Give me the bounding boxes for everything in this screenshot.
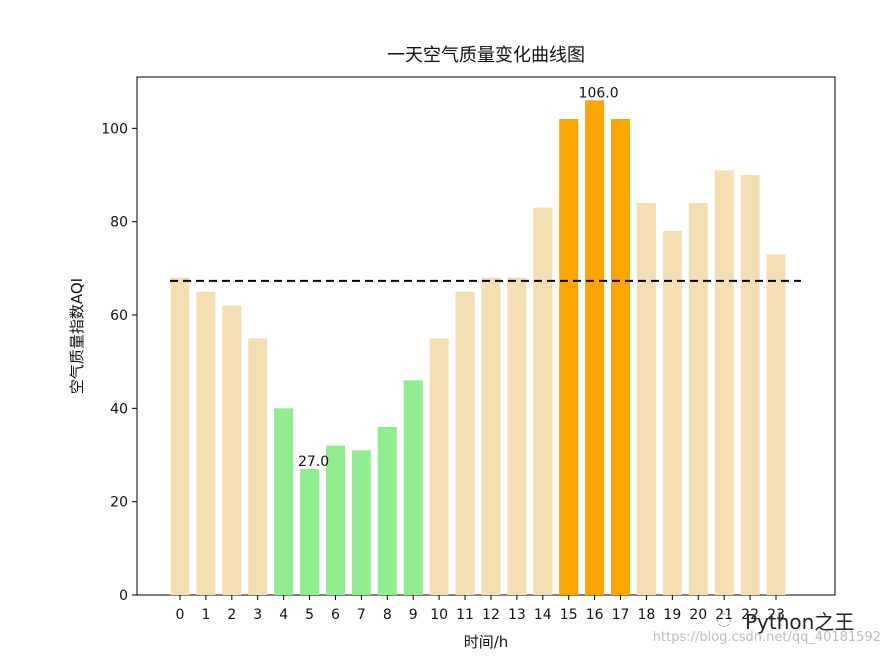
bar-21 (714, 170, 734, 595)
x-tick-label: 23 (767, 607, 785, 623)
y-axis: 0 20 40 60 80 100 (101, 121, 137, 604)
bar-1 (196, 291, 216, 595)
x-tick-label: 2 (227, 607, 236, 623)
annotations: 27.0 106.0 (298, 85, 619, 470)
chart-title: 一天空气质量变化曲线图 (387, 45, 585, 66)
x-tick-label: 0 (176, 607, 185, 623)
data-label: 27.0 (298, 454, 329, 470)
x-tick-label: 22 (741, 607, 759, 623)
x-tick-label: 6 (331, 607, 340, 623)
bar-10 (429, 338, 449, 595)
bar-11 (455, 291, 475, 595)
x-tick-label: 21 (715, 607, 733, 623)
bar-5 (300, 469, 320, 595)
x-tick-label: 14 (534, 607, 552, 623)
y-tick-label: 40 (110, 401, 128, 417)
x-tick-label: 13 (508, 607, 526, 623)
bar-3 (248, 338, 268, 595)
x-tick-label: 7 (357, 607, 366, 623)
bar-16 (585, 100, 605, 595)
y-tick-label: 80 (110, 215, 128, 231)
x-tick-label: 17 (612, 607, 630, 623)
y-tick-label: 60 (110, 308, 128, 324)
bar-12 (481, 277, 501, 595)
bar-8 (377, 427, 397, 595)
x-axis: 0 1 2 3 4 5 6 7 8 9 10 11 12 13 14 15 16 17 18 19 20 21 22 23 (176, 595, 785, 623)
x-tick-label: 8 (383, 607, 392, 623)
bar-13 (507, 277, 527, 595)
x-tick-label: 20 (689, 607, 707, 623)
x-tick-label: 10 (430, 607, 448, 623)
data-label: 106.0 (579, 85, 619, 101)
bar-23 (766, 254, 786, 595)
x-tick-label: 19 (663, 607, 681, 623)
bar-18 (636, 203, 656, 595)
x-tick-label: 18 (638, 607, 656, 623)
x-tick-label: 3 (253, 607, 262, 623)
bar-17 (611, 119, 631, 595)
x-axis-label: 时间/h (464, 633, 509, 651)
bar-9 (403, 380, 423, 595)
x-tick-label: 5 (305, 607, 314, 623)
bar-series (170, 100, 786, 596)
x-tick-label: 11 (456, 607, 474, 623)
bar-14 (533, 207, 553, 596)
bar-15 (559, 119, 579, 595)
x-tick-label: 9 (409, 607, 418, 623)
x-tick-label: 12 (482, 607, 500, 623)
bar-6 (325, 445, 345, 595)
x-tick-label: 1 (201, 607, 210, 623)
y-tick-label: 20 (110, 495, 128, 511)
x-tick-label: 16 (586, 607, 604, 623)
bar-2 (222, 305, 242, 595)
bar-0 (170, 277, 190, 595)
bar-19 (662, 231, 682, 595)
x-tick-label: 4 (279, 607, 288, 623)
bar-4 (274, 408, 294, 595)
bar-22 (740, 175, 760, 595)
x-tick-label: 15 (560, 607, 578, 623)
bar-7 (351, 450, 371, 595)
bar-20 (688, 203, 708, 595)
y-axis-label: 空气质量指数AQI (68, 278, 86, 394)
y-tick-label: 100 (101, 121, 128, 137)
y-tick-label: 0 (119, 588, 128, 604)
